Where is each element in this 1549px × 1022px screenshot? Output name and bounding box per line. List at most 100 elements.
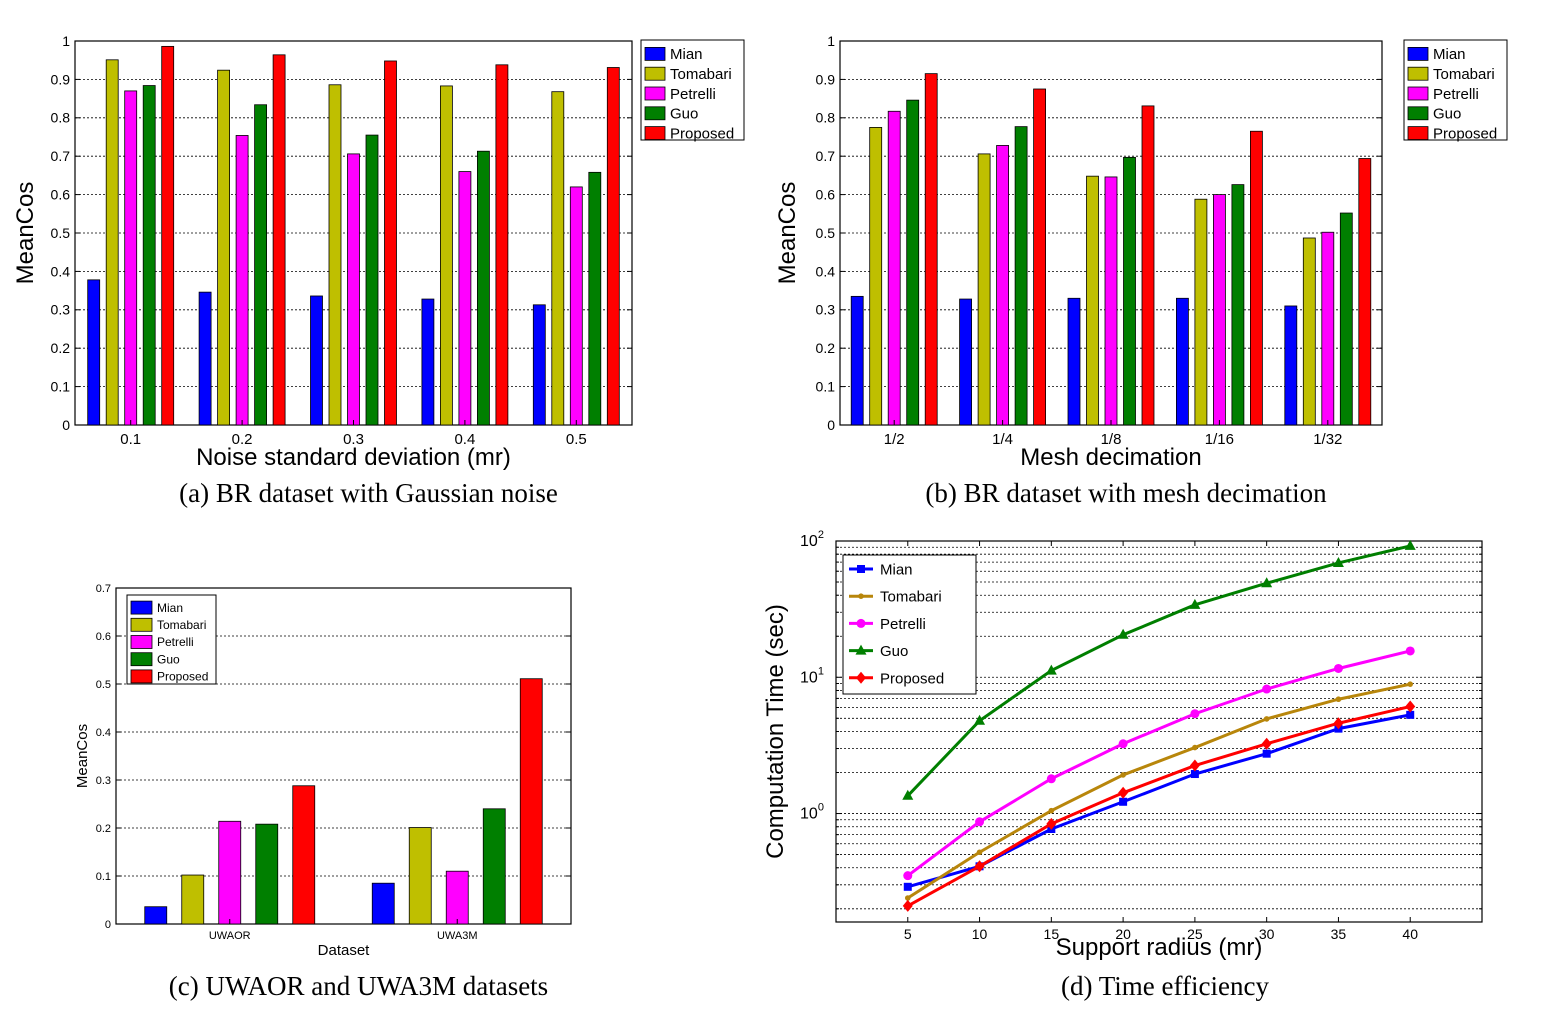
x-axis-label: Support radius (mr) [1056, 934, 1263, 961]
x-tick-label: 0.4 [454, 431, 475, 448]
y-tick-label: 0 [827, 417, 835, 433]
legend-label-proposed: Proposed [1433, 125, 1497, 142]
y-axis-label: Computation Time (sec) [762, 604, 789, 859]
legend-label-tomabari: Tomabari [880, 589, 942, 606]
bar-mian [1284, 305, 1298, 426]
y-tick-label: 0.1 [816, 379, 836, 395]
panel-d-chart: 100 101 102 5 10 15 20 25 30 35 40 Support radius (… [762, 529, 1483, 1001]
point-guo [1332, 556, 1344, 567]
point-petrelli [1333, 663, 1343, 673]
point-proposed [1189, 759, 1200, 772]
panel-b-chart: 0 0.1 0.2 0.3 0.4 0.5 0.6 0.7 0.8 0.9 1 1/2 1/4 1/8 1/… [774, 33, 1508, 508]
y-tick-label: 0.8 [816, 110, 836, 126]
x-tick-label: 20 [1115, 926, 1131, 942]
y-tick-label: 0 [105, 919, 111, 931]
x-tick-label: 0.2 [232, 431, 253, 448]
legend-marker-proposed [856, 671, 866, 684]
bar-proposed [272, 54, 286, 426]
bar-proposed [519, 678, 543, 925]
bar-mian [959, 298, 972, 426]
panel-caption: (a) BR dataset with Gaussian noise [179, 478, 558, 508]
panel-caption: (b) BR dataset with mesh decimation [925, 478, 1327, 508]
legend: Mian Tomabari Petrelli Guo Proposed [842, 554, 977, 695]
legend-swatch-petrelli [1407, 86, 1429, 101]
y-axis-label: MeanCos [774, 182, 801, 285]
legend: Mian Tomabari Petrelli Guo Proposed [1403, 39, 1508, 142]
y-tick-label: 0.5 [96, 679, 111, 691]
x-axis-label: Noise standard deviation (mr) [196, 444, 511, 471]
bar-tomabari [181, 874, 205, 925]
bar-mian [87, 279, 101, 426]
bar-petrelli [1213, 194, 1226, 426]
point-petrelli [1405, 646, 1415, 656]
y-tick-label: 0.7 [816, 148, 836, 164]
point-petrelli [975, 817, 985, 827]
x-tick-label: 35 [1331, 926, 1347, 942]
point-guo [1261, 577, 1273, 588]
point-proposed [1046, 817, 1057, 830]
y-tick-label: 0.2 [816, 340, 836, 356]
point-proposed [1405, 700, 1416, 713]
bar-mian [310, 295, 323, 426]
bar-proposed [1250, 130, 1263, 426]
y-tick-label: 0.4 [51, 263, 71, 279]
legend-label-petrelli: Petrelli [1433, 86, 1479, 103]
legend-label-guo: Guo [1433, 106, 1461, 123]
x-tick-label: 1/16 [1205, 431, 1234, 448]
panel-caption: (d) Time efficiency [1061, 971, 1269, 1001]
legend-marker-mian [857, 565, 865, 573]
panel-c-chart: 0 0.1 0.2 0.3 0.4 0.5 0.6 0.7 UWAOR UWA3M Dataset M… [74, 583, 572, 1001]
bar-guo [1123, 156, 1136, 426]
legend-label-mian: Mian [880, 562, 913, 579]
point-mian [1190, 770, 1199, 779]
bar-tomabari [217, 69, 231, 426]
legend-swatch-petrelli [644, 86, 666, 101]
point-guo [902, 789, 914, 800]
y-tick-label: 0.2 [96, 823, 111, 835]
y-tick-label: 0.4 [816, 263, 836, 279]
x-tick-label: 1/32 [1313, 431, 1342, 448]
point-tomabari [1120, 772, 1126, 778]
bar-guo [1231, 184, 1245, 426]
legend-label-proposed: Proposed [157, 670, 208, 684]
legend-label-proposed: Proposed [670, 125, 734, 142]
x-tick-label: 30 [1259, 926, 1275, 942]
legend-label-tomabari: Tomabari [1433, 66, 1495, 83]
bar-tomabari [328, 84, 342, 426]
bar-petrelli [347, 153, 360, 426]
bar-guo [255, 823, 279, 925]
bar-guo [1339, 212, 1353, 426]
legend-label-petrelli: Petrelli [880, 616, 926, 633]
x-tick-label: UWA3M [437, 930, 478, 942]
legend-label-guo: Guo [670, 106, 698, 123]
y-tick-label: 0.3 [816, 302, 836, 318]
point-tomabari [1335, 696, 1342, 703]
bar-mian [532, 304, 546, 426]
legend-label-guo: Guo [880, 643, 908, 660]
bar-guo [588, 171, 602, 426]
bar-guo [476, 150, 490, 426]
bar-petrelli [458, 171, 472, 426]
bar-petrelli [996, 145, 1009, 426]
point-tomabari [1263, 716, 1270, 722]
y-tick-label: 101 [800, 665, 824, 686]
bar-proposed [1033, 88, 1046, 426]
x-tick-label: 0.3 [343, 431, 364, 448]
legend-swatch-guo [1407, 106, 1429, 121]
y-tick-label: 0.3 [51, 302, 71, 318]
legend-label-mian: Mian [157, 601, 183, 615]
bar-petrelli [445, 870, 469, 925]
legend: Mian Tomabari Petrelli Guo Proposed [126, 594, 217, 685]
x-tick-label: UWAOR [209, 930, 251, 942]
bar-tomabari [1086, 175, 1099, 426]
point-guo [1045, 664, 1057, 675]
legend-swatch-proposed [1407, 126, 1429, 140]
bar-guo [142, 85, 156, 426]
y-tick-label: 0.7 [51, 148, 71, 164]
point-proposed [1333, 717, 1344, 730]
bar-tomabari [551, 91, 565, 426]
legend-label-tomabari: Tomabari [670, 66, 732, 83]
bar-mian [421, 298, 435, 426]
bar-petrelli [887, 110, 901, 426]
